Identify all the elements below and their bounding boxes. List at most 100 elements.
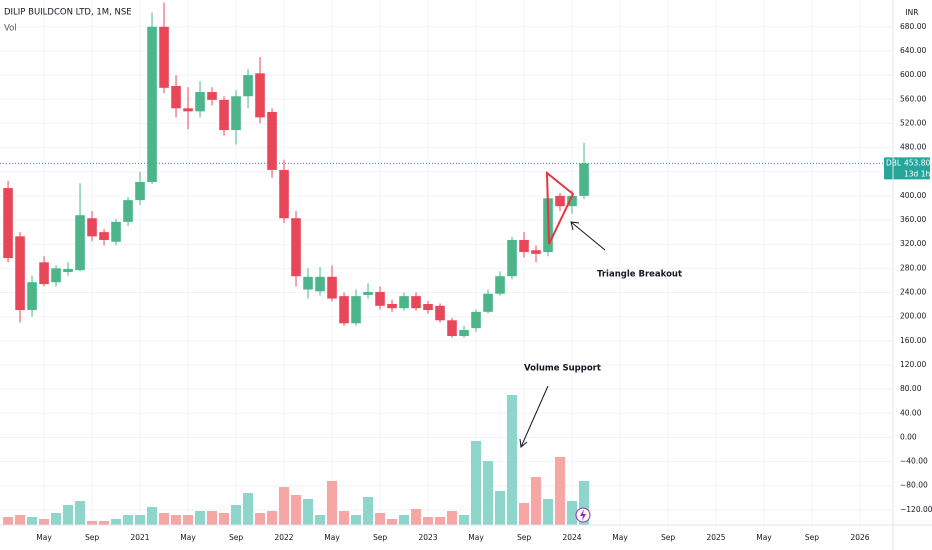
- y-tick-label: 360.00: [900, 215, 926, 224]
- volume-bar: [290, 495, 302, 525]
- volume-bar: [578, 481, 590, 525]
- y-tick-label: −80.00: [900, 481, 928, 490]
- candle-body: [555, 195, 565, 207]
- volume-bar: [98, 521, 110, 525]
- candle-body: [483, 293, 493, 312]
- volume-bar: [494, 491, 506, 525]
- y-tick-label: 560.00: [900, 94, 926, 103]
- candle-body: [387, 303, 397, 309]
- volume-bar: [302, 499, 314, 525]
- volume-bar: [482, 461, 494, 525]
- volume-bar: [338, 511, 350, 525]
- volume-bar: [278, 487, 290, 525]
- candle-body: [15, 236, 25, 311]
- candle-body: [351, 296, 361, 324]
- volume-bar: [86, 521, 98, 525]
- y-tick-label: 240.00: [900, 288, 926, 297]
- candle-body: [363, 291, 373, 295]
- candle-body: [159, 26, 169, 88]
- y-tick-label: 480.00: [900, 143, 926, 152]
- volume-bar: [362, 497, 374, 525]
- y-tick-label: 40.00: [900, 408, 922, 417]
- volume-bar: [434, 517, 446, 525]
- x-tick-label: 2021: [130, 533, 149, 542]
- volume-bar: [242, 493, 254, 525]
- candle-body: [507, 239, 517, 277]
- volume-bar: [182, 515, 194, 525]
- volume-bar: [374, 513, 386, 525]
- candle-body: [435, 305, 445, 321]
- annotation: Triangle Breakout: [597, 270, 682, 280]
- volume-bar: [26, 517, 38, 525]
- candle-body: [75, 215, 85, 271]
- x-tick-label: May: [612, 533, 628, 542]
- annotation: Volume Support: [524, 364, 601, 374]
- arrows: [519, 221, 606, 448]
- chart-title: DILIP BUILDCON LTD, 1M, NSE: [4, 8, 132, 18]
- volume-bar: [266, 511, 278, 525]
- candle-body: [279, 169, 289, 219]
- volume-bar: [566, 501, 578, 525]
- volume-bar: [458, 515, 470, 525]
- currency: INR: [905, 8, 918, 17]
- candle-body: [51, 268, 61, 283]
- x-tick-label: Sep: [373, 533, 387, 542]
- candle-body: [399, 296, 409, 309]
- candle-body: [531, 250, 541, 254]
- candle-body: [411, 296, 421, 309]
- volume-bar: [206, 511, 218, 525]
- last-price-box: [884, 157, 930, 180]
- volume-bar: [398, 515, 410, 525]
- volume-bar: [74, 501, 86, 525]
- candle-body: [219, 99, 229, 131]
- x-tick-label: 2024: [562, 533, 581, 542]
- y-tick-label: 680.00: [900, 22, 926, 31]
- y-tick-label: 0.00: [900, 432, 917, 441]
- volume-bar: [122, 515, 134, 525]
- candle-body: [243, 75, 253, 97]
- bolt: [580, 509, 586, 521]
- volume-bar: [38, 519, 50, 525]
- candle-body: [327, 276, 337, 299]
- y-tick-label: 200.00: [900, 312, 926, 321]
- volume-bar: [350, 515, 362, 525]
- candle-body: [39, 262, 49, 285]
- candle-body: [63, 268, 73, 272]
- x-tick-label: May: [756, 533, 772, 542]
- volume-bar: [194, 511, 206, 525]
- volume-bar: [110, 519, 122, 525]
- x-tick-label: Sep: [229, 533, 243, 542]
- candle-body: [183, 108, 193, 112]
- candle-body: [207, 92, 217, 100]
- volume-bar: [314, 515, 326, 525]
- volume-bar: [386, 519, 398, 525]
- y-tick-label: 320.00: [900, 239, 926, 248]
- candle-body: [255, 73, 265, 118]
- x-tick-label: Sep: [805, 533, 819, 542]
- candle-body: [147, 26, 157, 183]
- y-tick-label: −120.00: [900, 505, 932, 514]
- candle-body: [579, 163, 589, 196]
- volume-bar: [422, 517, 434, 525]
- y-tick-label: 520.00: [900, 118, 926, 127]
- y-tick-label: 280.00: [900, 263, 926, 272]
- volume-bar: [218, 513, 230, 525]
- candle-body: [87, 218, 97, 237]
- volume-bar: [446, 511, 458, 525]
- candle-body: [123, 200, 133, 222]
- volume-bar: [254, 513, 266, 525]
- volume-bar: [134, 515, 146, 525]
- volume-bar: [146, 507, 158, 525]
- volume-bar: [14, 515, 26, 525]
- x-tick-label: Sep: [85, 533, 99, 542]
- candle-body: [315, 276, 325, 292]
- volume-bar: [542, 499, 554, 525]
- candle-body: [99, 232, 109, 240]
- x-tick-label: May: [36, 533, 52, 542]
- volume-bar: [506, 395, 518, 525]
- candle-body: [171, 85, 181, 109]
- candle-body: [135, 182, 145, 201]
- volume: [2, 395, 590, 525]
- y-tick-label: −40.00: [900, 457, 928, 466]
